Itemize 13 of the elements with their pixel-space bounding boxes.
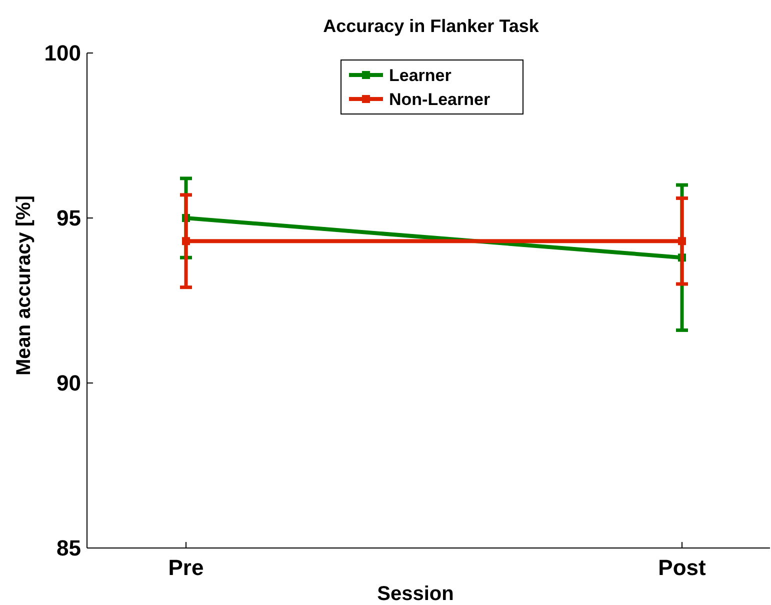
x-tick-label: Post: [658, 555, 707, 580]
chart-title: Accuracy in Flanker Task: [323, 16, 540, 36]
y-tick-label: 100: [44, 40, 81, 66]
y-axis-title: Mean accuracy [%]: [13, 195, 35, 376]
y-tick-label: 95: [56, 206, 81, 231]
y-tick-label: 85: [56, 536, 81, 561]
x-tick-label: Pre: [168, 555, 204, 580]
y-tick-label: 90: [56, 370, 81, 396]
legend-label: Learner: [389, 66, 452, 85]
point: [182, 237, 190, 246]
legend-label: Non-Learner: [389, 90, 490, 109]
x-axis-title: Session: [377, 583, 454, 605]
point: [678, 237, 686, 246]
